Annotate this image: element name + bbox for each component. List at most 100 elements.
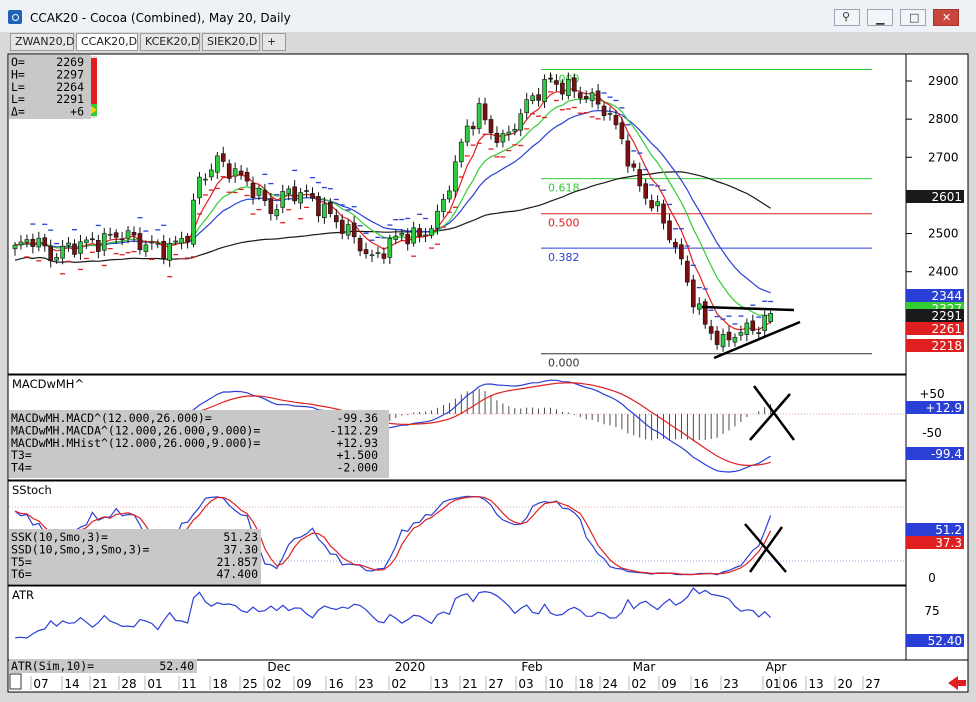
candle-body	[78, 241, 83, 254]
price-tag-label: 2261	[931, 322, 962, 336]
x-day-label: 11	[181, 677, 196, 691]
fib-label-3: 0.382	[548, 251, 580, 264]
candle-body	[179, 238, 184, 244]
price-tag-label: 2344	[931, 289, 962, 303]
x-month-label: 2020	[395, 660, 426, 674]
stoch-tag-bg	[906, 523, 964, 536]
candle-body	[96, 240, 101, 252]
candle-body	[435, 210, 440, 229]
candle-body	[137, 233, 143, 251]
candle-body	[720, 334, 726, 348]
x-day-label: 01	[147, 677, 162, 691]
candle-body	[619, 122, 625, 140]
title-bar: CCAK20 - Cocoa (Combined), May 20, Daily…	[0, 0, 976, 32]
scroll-box[interactable]	[9, 673, 22, 690]
price-tag-bg	[906, 309, 964, 322]
price-tick-label: 2500	[928, 227, 959, 241]
candle-body	[256, 187, 262, 196]
candle-body	[589, 92, 595, 101]
price-tag-bg	[906, 339, 964, 352]
candle-body	[84, 239, 89, 244]
atr-tag-bg	[906, 634, 964, 647]
candle-body	[54, 257, 59, 261]
price-tag-label: 2218	[931, 339, 962, 353]
x-day-label: 03	[518, 677, 533, 691]
candle-body	[464, 125, 470, 143]
tab-siek20[interactable]: SIEK20,D	[202, 33, 260, 51]
candle-body	[655, 201, 660, 207]
minimize-button[interactable]: ▁	[867, 9, 893, 26]
atr-tick-label: 75	[924, 604, 939, 618]
x-day-label: 21	[92, 677, 107, 691]
x-day-label: 14	[64, 677, 79, 691]
tab-zwan20[interactable]: ZWAN20,D	[10, 33, 75, 51]
candle-body	[30, 238, 36, 247]
window-title: CCAK20 - Cocoa (Combined), May 20, Daily	[30, 11, 291, 25]
x-day-label: 09	[661, 677, 676, 691]
candle-body	[238, 170, 244, 175]
candle-body	[482, 103, 488, 121]
x-day-label: 02	[631, 677, 646, 691]
candle-body	[185, 235, 190, 243]
candle-body	[333, 215, 339, 223]
candle-body	[363, 249, 369, 255]
x-day-label: 02	[391, 677, 406, 691]
candle-body	[381, 253, 387, 259]
ssd-line	[14, 496, 772, 576]
x-day-label: 02	[266, 677, 281, 691]
fib-label-2: 0.500	[548, 217, 580, 230]
candle-body	[274, 209, 280, 217]
candle-body	[649, 200, 654, 209]
candle-body	[470, 125, 476, 130]
macd-title: MACDwMH^	[12, 377, 84, 391]
candle-body	[577, 92, 583, 99]
x-day-label: 23	[723, 677, 738, 691]
triangle-upper-trendline	[701, 305, 795, 312]
fib-label-4: 0.000	[548, 357, 580, 370]
candle-body	[107, 233, 113, 236]
close-button[interactable]: ✕	[933, 9, 959, 26]
price-tick-label: 2400	[928, 265, 959, 279]
candle-body	[566, 79, 571, 96]
candle-body	[512, 128, 518, 132]
macd-tag: +12.9	[925, 401, 962, 415]
macd-tag: -99.4	[931, 447, 962, 461]
x-day-label: 18	[578, 677, 593, 691]
candle-body	[203, 178, 208, 181]
candle-body	[232, 168, 238, 177]
candle-body	[220, 153, 226, 162]
candle-body	[250, 183, 256, 198]
add-tab-button[interactable]: +	[262, 33, 286, 51]
tab-kcek20[interactable]: KCEK20,D	[140, 33, 200, 51]
candle-body	[756, 332, 762, 334]
triangle-lower-trendline	[713, 320, 801, 360]
candle-body	[286, 188, 292, 194]
candle-body	[405, 233, 411, 245]
candle-body	[48, 246, 54, 262]
x-day-label: 07	[33, 677, 48, 691]
candle-body	[119, 238, 125, 241]
tab-ccak20[interactable]: CCAK20,D	[76, 33, 138, 51]
candle-body	[536, 94, 541, 101]
x-day-label: 13	[808, 677, 823, 691]
candle-body	[226, 163, 232, 179]
candle-body	[18, 241, 24, 246]
candle-body	[167, 243, 172, 261]
candle-body	[500, 133, 506, 143]
candle-body	[458, 141, 464, 163]
maximize-button[interactable]: □	[900, 9, 926, 26]
candle-body	[673, 241, 678, 248]
stoch-tag: 37.3	[935, 536, 962, 550]
link-icon[interactable]: ⚲	[834, 9, 860, 26]
candle-body	[322, 203, 327, 219]
x-day-label: 06	[782, 677, 797, 691]
candle-body	[744, 322, 750, 335]
atr-tag: 52.40	[928, 634, 962, 648]
candle-body	[476, 103, 482, 129]
candle-body	[732, 337, 738, 343]
scroll-left-arrow-icon[interactable]	[948, 676, 966, 690]
candle-body	[304, 190, 309, 192]
candle-body	[197, 176, 202, 199]
